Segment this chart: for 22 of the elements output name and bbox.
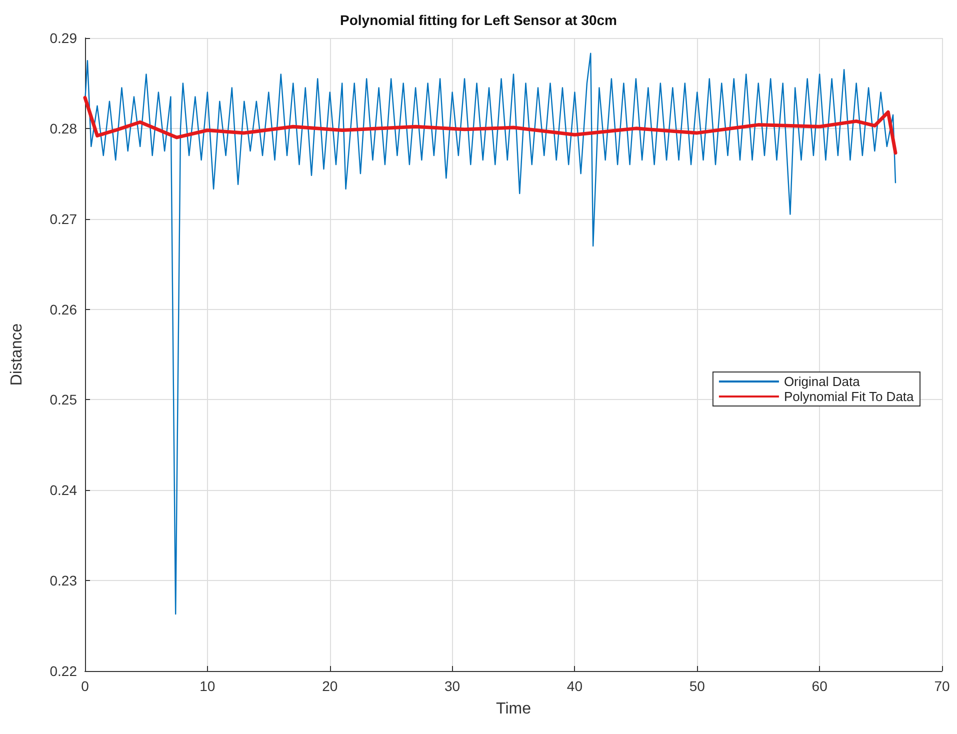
chart-title: Polynomial fitting for Left Sensor at 30cm [340,12,617,28]
y-tick-label: 0.22 [50,663,78,679]
x-tick-label: 40 [566,678,583,694]
x-tick-label: 10 [200,678,216,694]
y-tick-label: 0.23 [50,572,78,589]
legend-label: Polynomial Fit To Data [784,389,915,404]
y-tick-label: 0.26 [50,301,78,318]
x-tick-label: 20 [322,678,338,694]
y-axis-title: Distance [8,323,26,386]
line-series [83,96,898,155]
y-tick-label: 0.29 [50,30,78,46]
y-tick-label: 0.25 [50,392,78,408]
x-tick-label: 70 [934,678,950,694]
x-tick-label: 30 [444,678,460,694]
y-tick-label: 0.24 [50,482,78,498]
y-tick-label: 0.28 [50,120,78,136]
x-tick-label: 0 [81,678,90,694]
legend-label: Original Data [784,374,861,389]
x-tick-label: 50 [689,678,706,694]
x-axis-title: Time [496,700,532,718]
y-tick-label: 0.27 [50,210,78,227]
x-tick-label: 60 [812,678,828,694]
